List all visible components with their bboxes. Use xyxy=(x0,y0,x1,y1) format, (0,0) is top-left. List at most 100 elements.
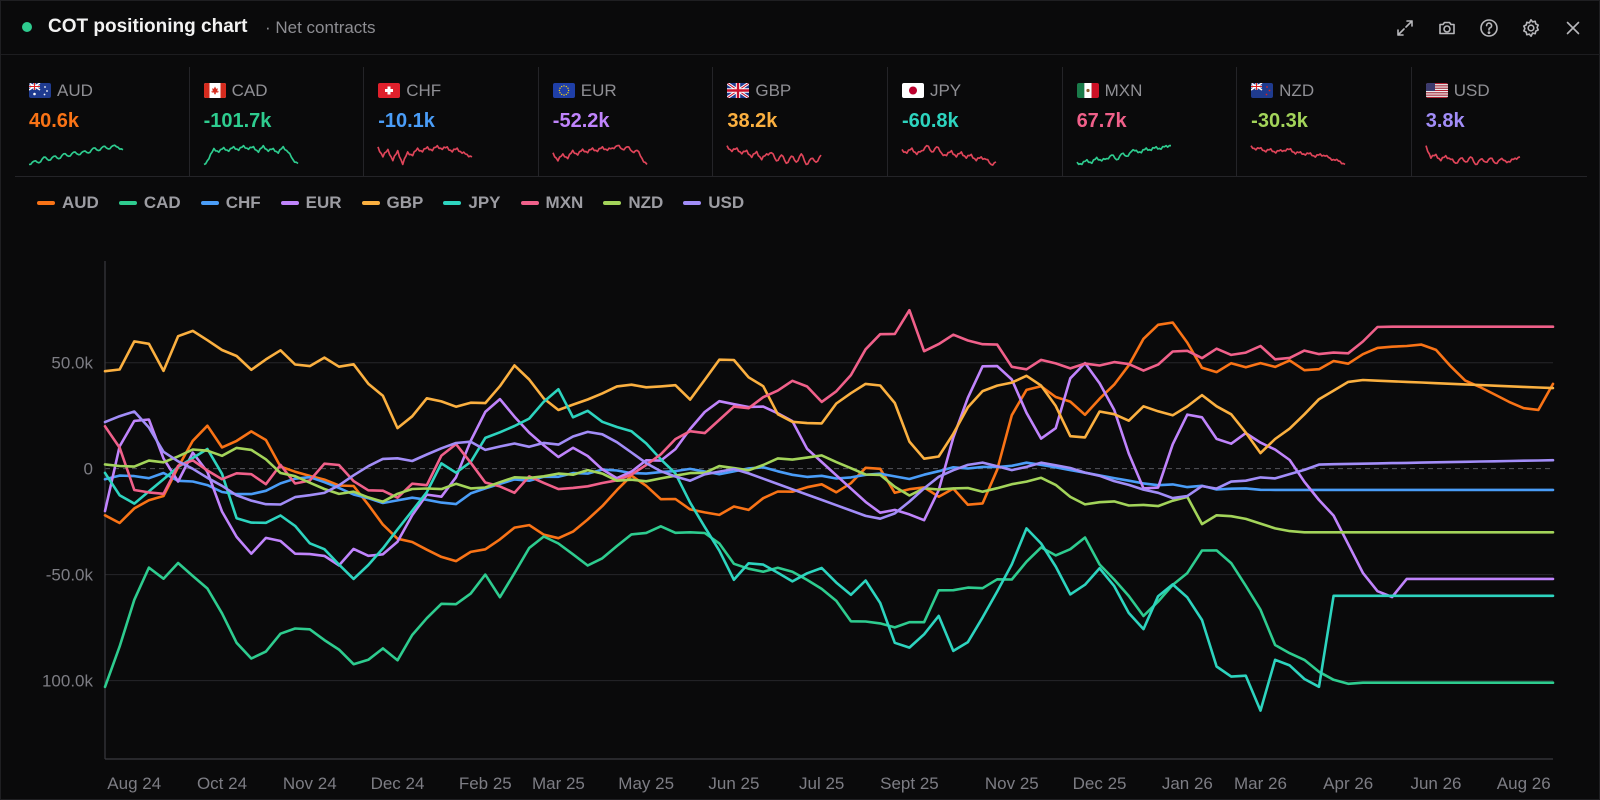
au-flag-icon xyxy=(29,83,51,98)
ca-flag-icon xyxy=(203,83,226,98)
legend-label: JPY xyxy=(468,193,501,212)
currency-card-gbp[interactable]: GBP 38.2k xyxy=(713,67,888,177)
chart-legend: AUD CAD CHF EUR GBP JPY MXN NZD USD xyxy=(37,193,764,213)
currency-code: NZD xyxy=(1279,81,1315,100)
camera-icon[interactable] xyxy=(1433,14,1461,42)
legend-item-mxn[interactable]: MXN xyxy=(520,193,584,213)
legend-label: AUD xyxy=(62,193,99,212)
legend-item-eur[interactable]: EUR xyxy=(280,193,342,213)
net-position-value: 40.6k xyxy=(29,110,80,132)
legend-label: CAD xyxy=(143,193,181,212)
currency-code: JPY xyxy=(929,81,962,100)
x-tick-label: Dec 25 xyxy=(1073,774,1127,793)
net-position-value: 67.7k xyxy=(1076,110,1127,132)
ch-flag-icon xyxy=(378,83,401,98)
x-tick-label: May 25 xyxy=(618,774,674,793)
currency-card-chf[interactable]: CHF -10.1k xyxy=(364,67,539,177)
net-position-value: 3.8k xyxy=(1425,110,1465,132)
eu-flag-icon xyxy=(552,83,575,98)
window-title: COT positioning chart xyxy=(48,16,248,37)
status-dot xyxy=(22,22,32,32)
legend-swatch xyxy=(361,201,380,205)
sparkline xyxy=(726,145,823,166)
sparkline xyxy=(552,144,648,165)
currency-code: MXN xyxy=(1104,81,1143,100)
legend-label: NZD xyxy=(628,193,664,212)
sparkline-path xyxy=(1424,145,1520,166)
x-tick-label: Jan 26 xyxy=(1162,774,1213,793)
series-line-gbp[interactable] xyxy=(103,329,1555,460)
currency-card-mxn[interactable]: MXN 67.7k xyxy=(1063,67,1238,177)
close-icon[interactable] xyxy=(1559,14,1587,42)
legend-item-cad[interactable]: CAD xyxy=(118,193,181,213)
x-tick-label: Jun 26 xyxy=(1410,774,1461,793)
currency-card-jpy[interactable]: JPY -60.8k xyxy=(888,67,1063,177)
legend-swatch xyxy=(683,201,702,205)
legend-label: MXN xyxy=(545,193,584,212)
legend-swatch xyxy=(118,201,137,205)
currency-code: USD xyxy=(1453,81,1490,100)
legend-swatch xyxy=(280,201,299,205)
legend-label: GBP xyxy=(386,193,424,212)
x-tick-label: Aug 24 xyxy=(107,774,161,793)
x-tick-label: Nov 25 xyxy=(985,774,1039,793)
sparkline-path xyxy=(552,144,648,165)
y-tick-label: 100.0k xyxy=(42,672,94,691)
sparkline xyxy=(901,144,997,166)
legend-swatch xyxy=(603,201,622,205)
x-tick-label: Oct 24 xyxy=(197,774,247,793)
legend-swatch xyxy=(200,201,219,205)
sparkline xyxy=(1424,145,1520,166)
x-tick-label: Dec 24 xyxy=(371,774,425,793)
help-icon[interactable] xyxy=(1475,14,1503,42)
series-line-cad[interactable] xyxy=(103,525,1555,689)
x-tick-label: Feb 25 xyxy=(459,774,512,793)
legend-item-usd[interactable]: USD xyxy=(683,193,744,213)
gb-flag-icon xyxy=(727,83,750,98)
nz-flag-icon xyxy=(1251,83,1274,98)
series-line-nzd[interactable] xyxy=(103,446,1555,534)
currency-code: CAD xyxy=(231,81,268,100)
sparkline-path xyxy=(28,144,124,166)
legend-item-gbp[interactable]: GBP xyxy=(361,193,424,213)
series-line-usd[interactable] xyxy=(103,410,1555,520)
y-tick-label: 50.0k xyxy=(51,354,93,373)
sparkline-path xyxy=(1075,144,1171,166)
x-tick-label: Aug 26 xyxy=(1497,774,1551,793)
sparkline xyxy=(28,144,124,166)
currency-card-aud[interactable]: AUD 40.6k xyxy=(15,67,190,177)
legend-swatch xyxy=(520,201,539,205)
sparkline xyxy=(1250,145,1346,166)
currency-card-usd[interactable]: USD 3.8k xyxy=(1412,67,1587,177)
us-flag-icon xyxy=(1425,83,1448,98)
series-line-aud[interactable] xyxy=(103,321,1555,563)
legend-item-jpy[interactable]: JPY xyxy=(443,193,501,213)
series-line-jpy[interactable] xyxy=(103,387,1555,712)
legend-item-aud[interactable]: AUD xyxy=(37,193,99,213)
sparkline xyxy=(1075,144,1171,166)
net-position-value: -60.8k xyxy=(901,110,959,132)
settings-icon[interactable] xyxy=(1517,14,1545,42)
expand-icon[interactable] xyxy=(1391,14,1419,42)
currency-card-eur[interactable]: EUR -52.2k xyxy=(539,67,714,177)
sparkline-path xyxy=(377,144,473,166)
net-position-value: -30.3k xyxy=(1251,110,1308,132)
title-bar-actions xyxy=(1391,14,1587,42)
sparkline xyxy=(203,144,299,166)
legend-swatch xyxy=(37,201,55,205)
series-line-mxn[interactable] xyxy=(103,308,1555,499)
sparkline-path xyxy=(726,145,823,166)
legend-item-nzd[interactable]: NZD xyxy=(603,193,663,213)
net-position-value: -101.7k xyxy=(203,110,272,132)
legend-swatch xyxy=(443,201,462,205)
y-tick-label: -50.0k xyxy=(46,566,94,585)
sparkline-path xyxy=(901,144,997,166)
series-line-eur[interactable] xyxy=(103,361,1555,599)
y-tick-label: 0 xyxy=(84,460,93,479)
currency-card-nzd[interactable]: NZD -30.3k xyxy=(1237,67,1412,177)
legend-item-chf[interactable]: CHF xyxy=(200,193,261,213)
x-tick-label: Jul 25 xyxy=(799,774,844,793)
currency-card-cad[interactable]: CAD -101.7k xyxy=(190,67,365,177)
window-subtitle: · Net contracts xyxy=(265,18,376,37)
